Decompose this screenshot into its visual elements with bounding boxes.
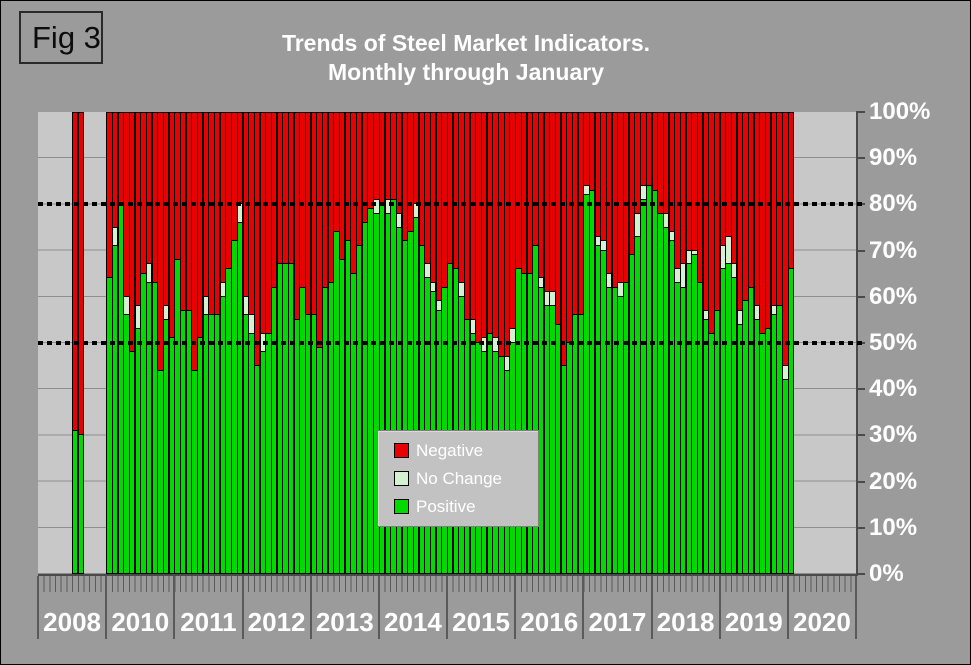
year-separator [241,576,244,639]
year-separator [786,576,789,639]
legend-label-no-change: No Change [416,468,503,488]
figure-number-label: Fig 3 [32,19,101,55]
chart-title-line2: Monthly through January [328,59,604,85]
year-separator [377,576,380,639]
y-axis-label-70: 70% [869,236,918,264]
year-separator [514,576,517,639]
negative-segment [787,112,795,270]
y-axis-label-10: 10% [869,513,918,541]
y-axis-label-0: 0% [869,560,904,587]
reference-line-50 [38,341,863,345]
legend-item-negative: Negative [394,442,538,459]
bar-2008-m8 [77,112,85,574]
x-axis-year-label-2008: 2008 [43,607,101,637]
x-axis-year-label-2011: 2011 [180,607,237,637]
year-separator [173,576,176,639]
x-axis-year-label-2019: 2019 [724,607,783,637]
y-axis-tick [856,157,865,160]
legend-item-no-change: No Change [394,470,538,487]
bar-2020-m1 [787,112,795,574]
y-axis-label-40: 40% [869,375,918,403]
y-axis-label-100: 100% [869,98,931,125]
x-axis-year-label-2013: 2013 [315,607,374,637]
chart-title: Trends of Steel Market Indicators. Month… [116,29,816,87]
chart-title-line1: Trends of Steel Market Indicators. [281,30,651,56]
year-separator [855,576,857,639]
y-axis-tick [856,480,865,483]
x-axis-year-label-2020: 2020 [792,607,851,637]
y-axis-label-30: 30% [869,421,918,449]
y-axis-tick [856,526,865,529]
negative-swatch-icon [394,443,409,459]
positive-segment [77,435,85,574]
legend-label-negative: Negative [416,441,484,461]
reference-line-80 [38,202,863,207]
y-axis-label-60: 60% [869,282,918,310]
y-axis-tick [856,249,865,252]
x-axis-year-label-2012: 2012 [247,607,306,637]
negative-segment [77,112,85,436]
y-axis-tick [856,111,865,113]
year-separator [582,576,585,639]
y-axis-tick [856,295,865,298]
positive-segment [787,269,795,574]
year-separator [650,576,653,639]
y-axis-tick [856,434,865,437]
y-axis-tick [856,573,865,575]
x-axis-year-label-2010: 2010 [111,607,170,637]
x-axis-year-label-2015: 2015 [452,607,510,637]
positive-swatch-icon [394,498,409,514]
legend-item-positive: Positive [394,498,538,515]
x-axis-line [38,574,858,576]
x-axis-year-label-2018: 2018 [656,607,715,637]
no-change-swatch-icon [394,470,409,486]
year-separator [309,576,312,639]
y-axis-label-90: 90% [869,144,918,172]
year-separator [105,576,108,639]
legend-label-positive: Positive [416,496,476,516]
legend: Negative No Change Positive [377,430,539,527]
x-axis-year-label-2017: 2017 [588,607,647,637]
y-axis-tick [856,388,865,391]
x-axis-year-label-2016: 2016 [520,607,579,637]
year-separator [718,576,721,639]
year-separator [446,576,448,639]
y-axis-label-50: 50% [869,329,918,356]
y-axis-label-80: 80% [869,190,918,218]
x-axis-year-label-2014: 2014 [383,607,442,637]
y-axis-label-20: 20% [869,467,918,495]
year-separator [37,576,39,639]
figure-number-box: Fig 3 [19,11,103,64]
